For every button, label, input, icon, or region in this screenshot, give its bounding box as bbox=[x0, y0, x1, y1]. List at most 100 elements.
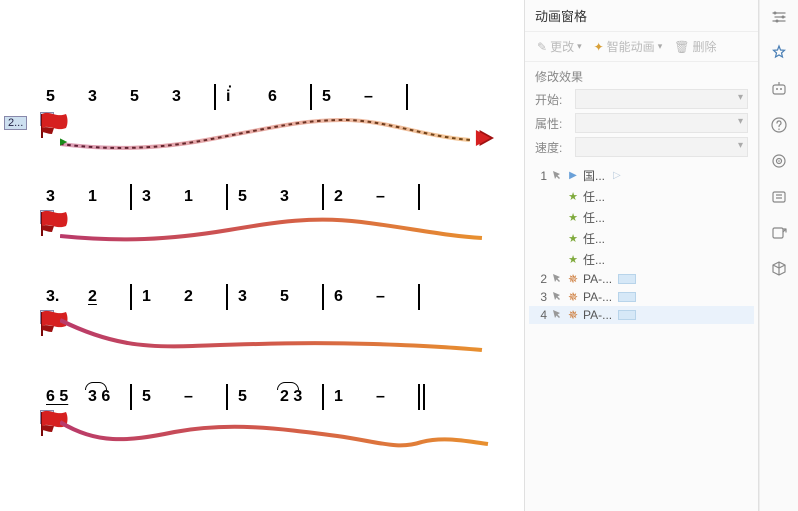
star-effect-icon: ★ bbox=[567, 254, 579, 266]
note: 5 bbox=[322, 88, 364, 106]
barline bbox=[322, 384, 324, 410]
anim-label: 任... bbox=[583, 209, 605, 226]
double-barline bbox=[418, 384, 425, 410]
pencil-icon: ✎ bbox=[537, 40, 547, 54]
anim-item[interactable]: 2✵PA-... bbox=[529, 270, 754, 288]
music-staff: 6 53 65–52 31– bbox=[0, 385, 499, 409]
note: 3. bbox=[46, 288, 88, 306]
motion-path[interactable] bbox=[60, 214, 494, 264]
anim-label: 任... bbox=[583, 251, 605, 268]
change-button[interactable]: ✎ 更改 ▾ bbox=[533, 36, 586, 57]
barline bbox=[130, 384, 132, 410]
anim-item[interactable]: ★ 任... bbox=[529, 207, 754, 228]
note: 3 bbox=[280, 188, 322, 206]
sparkle-icon: ✦ bbox=[594, 40, 604, 54]
barline bbox=[418, 184, 420, 210]
preview-play-icon[interactable]: ▷ bbox=[613, 170, 621, 181]
anim-item[interactable]: ★ 任... bbox=[529, 186, 754, 207]
attr-dropdown[interactable] bbox=[575, 113, 748, 133]
barline bbox=[226, 184, 228, 210]
star-effect-icon: ★ bbox=[567, 233, 579, 245]
barline bbox=[130, 284, 132, 310]
star-effect-icon: ★ bbox=[567, 212, 579, 224]
note-row: 3131532– bbox=[0, 185, 499, 209]
target-icon[interactable] bbox=[768, 150, 790, 172]
robot-icon[interactable] bbox=[768, 78, 790, 100]
note: – bbox=[376, 288, 418, 306]
start-dropdown[interactable] bbox=[575, 89, 748, 109]
prop-speed: 速度: bbox=[525, 135, 758, 159]
anim-label: PA-... bbox=[583, 290, 612, 304]
barline bbox=[214, 84, 216, 110]
cube-icon[interactable] bbox=[768, 258, 790, 280]
speed-dropdown[interactable] bbox=[575, 137, 748, 157]
note: 3 bbox=[88, 88, 130, 106]
settings-icon[interactable] bbox=[768, 6, 790, 28]
mouse-click-icon bbox=[551, 233, 563, 245]
anim-label: 国... bbox=[583, 167, 605, 184]
anim-timeline-bar bbox=[618, 310, 636, 320]
note: 6 bbox=[268, 88, 310, 106]
anim-timeline-bar bbox=[618, 274, 636, 284]
anim-label: PA-... bbox=[583, 308, 612, 322]
barline bbox=[310, 84, 312, 110]
note: – bbox=[364, 88, 406, 106]
pane-title: 动画窗格 bbox=[525, 0, 758, 32]
slide-canvas[interactable]: 5353i65–2...13131532–13.212356–16 53 65–… bbox=[0, 0, 525, 511]
delete-button[interactable]: 🗑 删除 bbox=[670, 36, 720, 57]
barline bbox=[322, 284, 324, 310]
note: 5 bbox=[280, 288, 322, 306]
anim-item[interactable]: ★ 任... bbox=[529, 228, 754, 249]
pane-toolbar: ✎ 更改 ▾ ✦ 智能动画 ▾ 🗑 删除 bbox=[525, 32, 758, 62]
anim-item[interactable]: ★ 任... bbox=[529, 249, 754, 270]
mouse-click-icon bbox=[551, 170, 563, 182]
mouse-click-icon bbox=[551, 309, 563, 321]
trash-icon: 🗑 bbox=[674, 40, 689, 54]
anim-item[interactable]: 3✵PA-... bbox=[529, 288, 754, 306]
export-icon[interactable] bbox=[768, 222, 790, 244]
swirl-effect-icon: ✵ bbox=[567, 309, 579, 321]
anim-label: 任... bbox=[583, 230, 605, 247]
play-effect-icon: ▶ bbox=[567, 170, 579, 182]
smart-anim-button[interactable]: ✦ 智能动画 ▾ bbox=[590, 36, 667, 57]
note: 5 bbox=[238, 188, 280, 206]
note: 5 bbox=[238, 388, 280, 406]
anim-item[interactable]: 4✵PA-... bbox=[529, 306, 754, 324]
note: – bbox=[184, 388, 226, 406]
prop-attr: 属性: bbox=[525, 111, 758, 135]
layers-icon[interactable] bbox=[768, 186, 790, 208]
barline bbox=[226, 284, 228, 310]
animation-list: 1 ▶ 国... ▷ ★ 任... ★ 任... ★ 任... ★ 任... 2✵PA-...3✵PA-… bbox=[525, 159, 758, 511]
music-staff: 3.212356– bbox=[0, 285, 499, 309]
note: 3 bbox=[46, 188, 88, 206]
motion-path[interactable] bbox=[60, 314, 494, 364]
note: 2 bbox=[334, 188, 376, 206]
animation-pane: 动画窗格 ✎ 更改 ▾ ✦ 智能动画 ▾ 🗑 删除 修改效果 开始: 属性: 速… bbox=[525, 0, 759, 511]
anim-label: PA-... bbox=[583, 272, 612, 286]
animation-tab-icon[interactable] bbox=[768, 42, 790, 64]
anim-label: 任... bbox=[583, 188, 605, 205]
mouse-click-icon bbox=[551, 254, 563, 266]
note: 2 3 bbox=[280, 388, 322, 406]
anim-item[interactable]: 1 ▶ 国... ▷ bbox=[529, 165, 754, 186]
star-effect-icon: ★ bbox=[567, 191, 579, 203]
anim-number: 1 bbox=[535, 169, 547, 183]
mouse-click-icon bbox=[551, 212, 563, 224]
barline bbox=[130, 184, 132, 210]
note-row: 5353i65– bbox=[0, 85, 499, 109]
help-icon[interactable] bbox=[768, 114, 790, 136]
prop-start: 开始: bbox=[525, 87, 758, 111]
anim-index-badge[interactable]: 2... bbox=[4, 116, 27, 130]
motion-path[interactable] bbox=[60, 414, 494, 464]
note: 5 bbox=[142, 388, 184, 406]
mouse-click-icon bbox=[551, 191, 563, 203]
note: 3 bbox=[238, 288, 280, 306]
barline bbox=[322, 184, 324, 210]
note: – bbox=[376, 188, 418, 206]
chevron-down-icon: ▾ bbox=[577, 41, 582, 52]
motion-path[interactable] bbox=[60, 116, 494, 166]
note: 1 bbox=[184, 188, 226, 206]
mouse-click-icon bbox=[551, 273, 563, 285]
barline bbox=[226, 384, 228, 410]
chevron-down-icon: ▾ bbox=[658, 41, 663, 52]
